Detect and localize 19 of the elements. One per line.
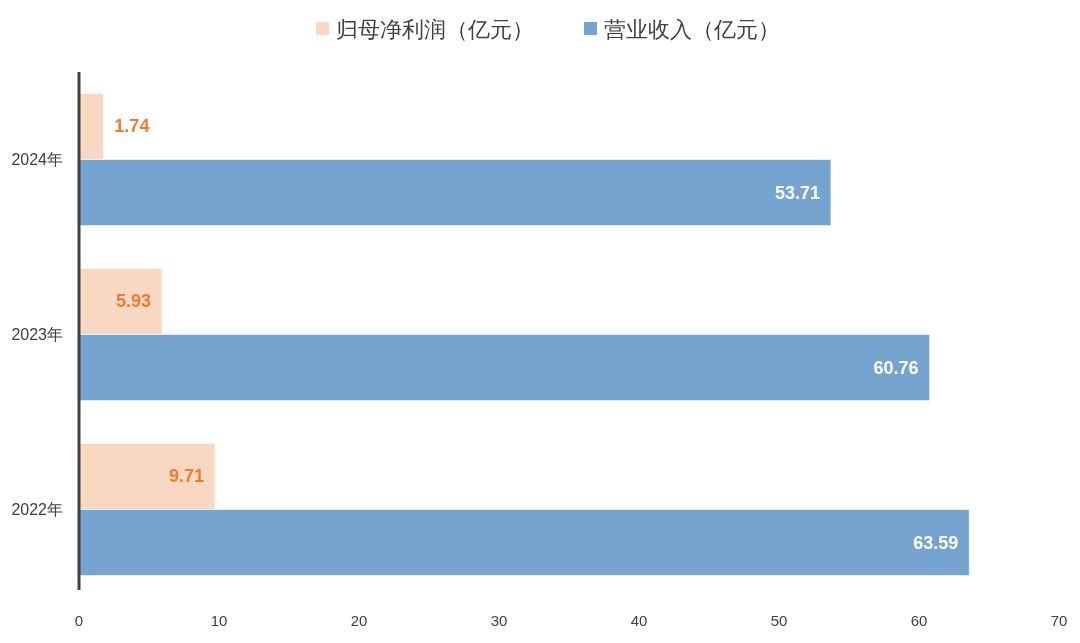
- x-tick-label: 40: [630, 611, 648, 629]
- y-tick-label: 2023年: [11, 326, 63, 343]
- x-tick-label: 10: [210, 611, 228, 629]
- x-tick-label: 0: [74, 611, 84, 629]
- data-label: 5.93: [115, 291, 152, 312]
- data-label: 1.74: [114, 116, 150, 137]
- data-label: 9.71: [168, 466, 204, 487]
- legend-label: 归母净利润（亿元）: [336, 16, 534, 42]
- y-tick-label: 2022年: [11, 501, 63, 518]
- x-tick-label: 60: [910, 611, 928, 629]
- x-tick-label: 20: [350, 611, 368, 629]
- data-label: 60.76: [873, 357, 919, 378]
- x-tick-label: 50: [770, 611, 788, 629]
- x-tick-label: 30: [490, 611, 508, 629]
- data-label: 53.71: [774, 182, 820, 203]
- y-tick-label: 2024年: [11, 151, 63, 168]
- legend-label: 营业收入（亿元）: [604, 16, 780, 42]
- data-label: 63.59: [913, 532, 959, 553]
- x-tick-label: 70: [1050, 611, 1068, 629]
